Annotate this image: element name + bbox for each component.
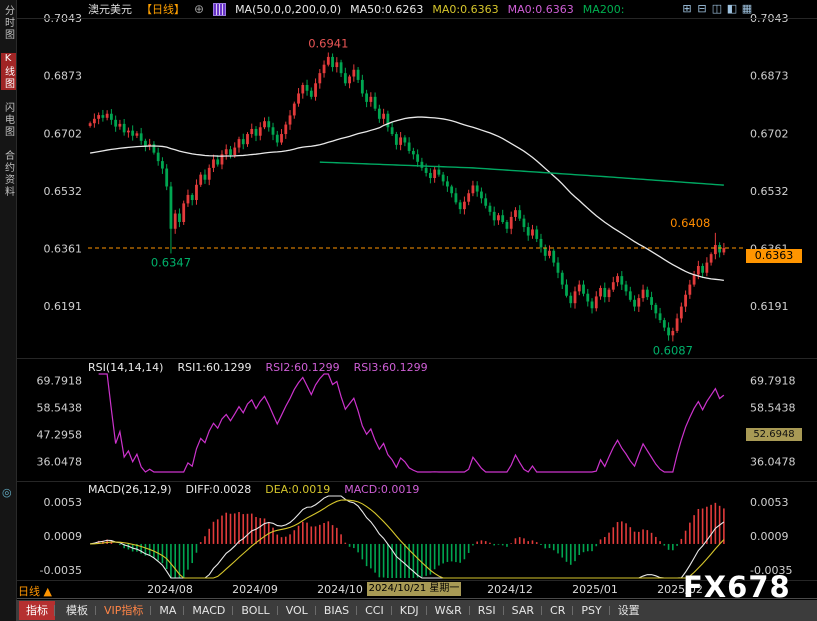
ma200-line: [320, 162, 724, 185]
macd-histogram: [90, 503, 724, 578]
rsi-y-axis-label-right: 69.7918: [750, 375, 796, 388]
rsi-crosshair-badge: 52.6948: [746, 428, 802, 441]
x-tick-2024-12: 2024/12: [485, 583, 535, 596]
macd-y-axis-label-right: 0.0053: [750, 496, 789, 509]
toolbar-item-settings[interactable]: 设置: [610, 602, 648, 619]
macd-y-axis-label-left: 0.0053: [44, 496, 83, 509]
layout-grid-icon-3[interactable]: ◫: [711, 3, 723, 15]
symbol-name: 澳元美元: [88, 1, 132, 17]
toolbar-item-rsi[interactable]: RSI: [470, 602, 504, 619]
layout-grid-icon-2[interactable]: ⊟: [696, 3, 708, 15]
dea-line: [90, 500, 724, 578]
macd-panel-icon[interactable]: ◎: [2, 486, 12, 499]
toolbar-item-template[interactable]: 模板: [58, 602, 96, 619]
sidebar-tab-flash-chart[interactable]: 闪电图: [1, 102, 16, 138]
toolbar-item-boll[interactable]: BOLL: [233, 602, 277, 619]
ma50-value: MA50:0.6263: [350, 3, 423, 16]
toolbar-item-ma[interactable]: MA: [151, 602, 184, 619]
toolbar-item-cr[interactable]: CR: [542, 602, 573, 619]
rsi1-value: RSI1:60.1299: [177, 361, 251, 374]
toolbar-item-indicator[interactable]: 指标: [19, 601, 55, 620]
main-y-axis-label-right: 0.6702: [750, 127, 789, 140]
toolbar-item-vol[interactable]: VOL: [278, 602, 316, 619]
watermark-logo: FX678: [683, 570, 791, 604]
main-rsi-separator: [16, 358, 817, 359]
last-price-badge: 0.6363: [746, 249, 802, 263]
trading-terminal: 0.69410.63470.60870.64080.70430.70430.68…: [0, 0, 817, 621]
ma50-line: [90, 117, 724, 280]
layout-grid-icon-4[interactable]: ◧: [726, 3, 738, 15]
period-selector-label: 日线: [18, 585, 40, 598]
main-y-axis-label-left: 0.6702: [44, 127, 83, 140]
header-separator: [16, 18, 817, 19]
ma0-value-1: MA0:0.6363: [432, 3, 498, 16]
dea-value: DEA:0.0019: [265, 483, 330, 496]
rsi-macd-separator: [16, 481, 817, 482]
toolbar-item-kdj[interactable]: KDJ: [392, 602, 427, 619]
indicator-style-icon[interactable]: [213, 3, 226, 16]
x-tick-2025-01: 2025/01: [570, 583, 620, 596]
rsi-y-axis-label-left: 36.0478: [37, 455, 83, 468]
rsi-y-axis-label-right: 58.5438: [750, 402, 796, 415]
x-tick-2024-10: 2024/10: [315, 583, 365, 596]
main-y-axis-label-left: 0.6532: [44, 185, 83, 198]
rsi-line: [99, 374, 724, 472]
rsi-y-axis-label-left: 47.2958: [37, 428, 83, 441]
main-y-axis-label-right: 0.6873: [750, 70, 789, 83]
x-tick-2024-09: 2024/09: [230, 583, 280, 596]
left-tab-strip: 分时图 K线图 闪电图 合约资料: [0, 0, 17, 621]
main-y-axis-label-right: 0.6191: [750, 300, 789, 313]
rsi-panel-title: RSI(14,14,14) RSI1:60.1299 RSI2:60.1299 …: [88, 361, 428, 374]
sidebar-tab-kline-chart[interactable]: K线图: [1, 53, 16, 90]
diff-value: DIFF:0.0028: [186, 483, 252, 496]
price-annotation: 0.6941: [308, 37, 348, 51]
candlestick-series: [89, 53, 726, 342]
rsi-y-axis-label-left: 58.5438: [37, 402, 83, 415]
chart-header: 澳元美元 【日线】 ⊕ MA(50,0,0,200,0,0) MA50:0.62…: [16, 0, 817, 18]
x-tick-2024-08: 2024/08: [145, 583, 195, 596]
macd-y-axis-label-left: -0.0035: [40, 564, 82, 577]
chart-canvas: 0.69410.63470.60870.64080.70430.70430.68…: [0, 0, 817, 621]
ma-settings: MA(50,0,0,200,0,0): [235, 3, 341, 16]
main-y-axis-label-left: 0.6873: [44, 70, 83, 83]
sidebar-tab-contract-info[interactable]: 合约资料: [1, 150, 16, 198]
rsi-params: RSI(14,14,14): [88, 361, 163, 374]
toolbar-item-psy[interactable]: PSY: [573, 602, 609, 619]
rsi2-value: RSI2:60.1299: [266, 361, 340, 374]
period-selector[interactable]: 日线 ▲: [18, 583, 52, 599]
rsi-y-axis-label-right: 36.0478: [750, 455, 796, 468]
caret-up-icon: ▲: [44, 585, 52, 598]
window-layout-buttons: ⊞ ⊟ ◫ ◧ ▦: [681, 3, 753, 15]
toolbar-item-macd[interactable]: MACD: [184, 602, 233, 619]
macd-y-axis-label-left: 0.0009: [44, 530, 83, 543]
toolbar-item-wr[interactable]: W&R: [427, 602, 470, 619]
diff-line: [90, 496, 724, 578]
toolbar-item-cci[interactable]: CCI: [357, 602, 392, 619]
sidebar-tab-time-chart[interactable]: 分时图: [1, 5, 16, 41]
price-annotation: 0.6408: [670, 216, 710, 230]
layout-grid-icon-5[interactable]: ▦: [741, 3, 753, 15]
crosshair-date-box: 2024/10/21 星期一: [367, 582, 461, 596]
rsi3-value: RSI3:60.1299: [354, 361, 428, 374]
toolbar-item-vip-indicator[interactable]: VIP指标: [96, 602, 151, 619]
main-y-axis-label-left: 0.6361: [44, 243, 83, 256]
layout-grid-icon-1[interactable]: ⊞: [681, 3, 693, 15]
toolbar-item-sar[interactable]: SAR: [504, 602, 542, 619]
toolbar-item-bias[interactable]: BIAS: [316, 602, 357, 619]
macd-y-axis-label-right: 0.0009: [750, 530, 789, 543]
price-annotation: 0.6347: [151, 255, 191, 269]
ma0-value-2: MA0:0.6363: [508, 3, 574, 16]
macd-value: MACD:0.0019: [344, 483, 419, 496]
ma200-value: MA200:: [583, 3, 625, 16]
main-y-axis-label-left: 0.6191: [44, 300, 83, 313]
macd-params: MACD(26,12,9): [88, 483, 172, 496]
price-annotation: 0.6087: [653, 343, 693, 357]
rsi-y-axis-label-left: 69.7918: [37, 375, 83, 388]
period-tag[interactable]: 【日线】: [141, 1, 185, 17]
circle-plus-icon[interactable]: ⊕: [194, 2, 204, 16]
main-y-axis-label-right: 0.6532: [750, 185, 789, 198]
macd-panel-title: MACD(26,12,9) DIFF:0.0028 DEA:0.0019 MAC…: [88, 483, 419, 496]
